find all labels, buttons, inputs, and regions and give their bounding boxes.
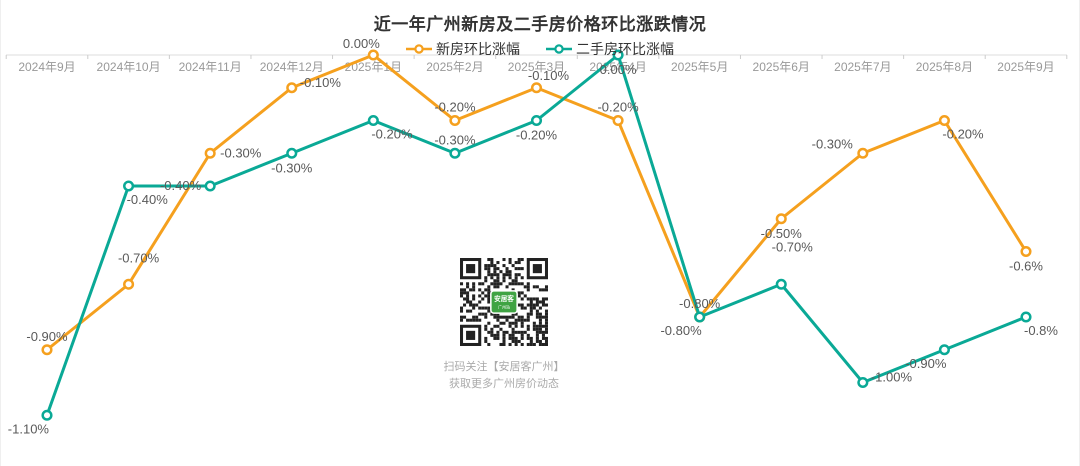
series-1 — [41, 49, 1032, 421]
data-point-label: -0.40% — [127, 192, 169, 207]
data-point[interactable] — [286, 82, 298, 94]
qr-caption-line2: 获取更多广州房价动态 — [449, 378, 559, 390]
x-axis-label: 2024年9月 — [18, 60, 75, 74]
series-labels: -1.10% -0.40%-0.40% -0.30% -0.20% -0.30% -0.2… — [8, 62, 1059, 436]
data-point[interactable] — [204, 147, 216, 159]
data-point[interactable] — [530, 82, 543, 94]
data-point-label: -0.30% — [434, 132, 476, 147]
series-labels: -0.90% -0.70% -0.30% -0.10% 0.00% -0.20% -0.10… — [26, 36, 1043, 344]
data-point-label: 0.00% — [600, 62, 637, 77]
data-point-label: -0.80% — [660, 323, 702, 338]
data-point-label: -0.30% — [220, 145, 262, 160]
x-axis-label: 2025年8月 — [916, 60, 973, 74]
x-axis-label: 2025年2月 — [426, 60, 483, 74]
data-point-label: -0.20% — [942, 127, 984, 142]
data-point-label: 0.00% — [343, 36, 380, 51]
data-point[interactable] — [612, 49, 624, 61]
data-point[interactable] — [286, 147, 298, 159]
legend-item-label: 二手房环比涨幅 — [576, 41, 674, 57]
x-axis: 2024年9月 2024年10月 2024年11月 2024年12月 2025年1月 20… — [5, 54, 1068, 74]
legend-item-label: 新房环比涨幅 — [436, 41, 520, 57]
line-marker-icon — [546, 44, 572, 54]
data-point[interactable] — [449, 147, 461, 159]
data-point[interactable] — [367, 49, 379, 61]
data-point[interactable] — [41, 344, 53, 356]
x-axis-label: 2025年6月 — [753, 60, 810, 74]
data-point-label: -1.10% — [8, 421, 50, 436]
x-axis-label: 2024年11月 — [179, 60, 242, 74]
qr-block: 安居客 广州站 扫码关注【安居客广州】 获取更多广州房价动态 — [424, 258, 584, 393]
qr-logo — [490, 290, 518, 314]
data-point[interactable] — [612, 114, 624, 127]
data-point[interactable] — [367, 114, 379, 127]
data-point-label: -0.80% — [679, 296, 721, 311]
data-point[interactable] — [41, 409, 53, 421]
x-axis-label: 2025年4月 — [589, 60, 646, 74]
data-point-label: -0.20% — [516, 128, 558, 143]
data-point[interactable] — [530, 114, 543, 127]
data-point-label: -0.90% — [26, 329, 68, 344]
data-point-label: -0.50% — [761, 226, 803, 241]
series-0 — [41, 49, 1032, 356]
data-point[interactable] — [857, 147, 869, 159]
line-marker-icon — [406, 44, 432, 54]
data-point[interactable] — [938, 114, 950, 127]
legend-item-resale-homes[interactable]: 二手房环比涨幅 — [546, 39, 674, 59]
qr-caption-line1: 扫码关注【安居客广州】 — [443, 361, 565, 373]
data-point-label: -0.20% — [434, 100, 476, 115]
svg-text:广州站: 广州站 — [498, 304, 510, 310]
data-point-label: -0.20% — [597, 100, 639, 115]
data-point-label: -0.20% — [371, 127, 413, 142]
data-point-label: -1.00% — [871, 370, 913, 385]
x-axis-label: 2025年9月 — [997, 60, 1054, 74]
data-point[interactable] — [857, 376, 869, 389]
x-axis-label: 2025年3月 — [508, 60, 565, 74]
data-point-label: -0.8% — [1024, 323, 1058, 338]
x-axis-label: 2024年10月 — [97, 60, 161, 74]
data-point-label: -0.10% — [528, 68, 570, 83]
data-point[interactable] — [123, 278, 135, 290]
data-point[interactable] — [938, 344, 950, 356]
chart-title: 近一年广州新房及二手房价格环比涨跌情况 — [373, 15, 707, 34]
x-axis-label: 2025年1月 — [345, 60, 402, 74]
data-point[interactable] — [1020, 245, 1032, 258]
data-point-label: -0.10% — [300, 75, 342, 90]
data-point-label: -0.30% — [812, 136, 854, 151]
x-axis-label: 2025年5月 — [671, 60, 728, 74]
data-point-label: -0.40% — [160, 178, 202, 193]
data-point[interactable] — [694, 311, 706, 323]
data-point[interactable] — [1020, 311, 1032, 323]
data-point[interactable] — [775, 213, 787, 225]
data-point-label: -0.90% — [905, 356, 947, 371]
data-point-label: -0.6% — [1009, 259, 1043, 274]
data-point[interactable] — [123, 180, 135, 192]
data-point[interactable] — [449, 114, 461, 127]
data-point-label: -0.30% — [271, 160, 313, 175]
data-point-label: -0.70% — [118, 250, 160, 265]
svg-text:安居客: 安居客 — [494, 294, 514, 303]
x-axis-label: 2025年7月 — [834, 60, 891, 74]
data-point[interactable] — [204, 180, 216, 192]
data-point-label: -0.70% — [772, 239, 814, 254]
legend-item-new-homes[interactable]: 新房环比涨幅 — [406, 39, 520, 59]
data-point[interactable] — [775, 278, 787, 290]
legend: 新房环比涨幅 二手房环比涨幅 — [1, 39, 1079, 59]
x-axis-label: 2024年12月 — [260, 60, 324, 74]
